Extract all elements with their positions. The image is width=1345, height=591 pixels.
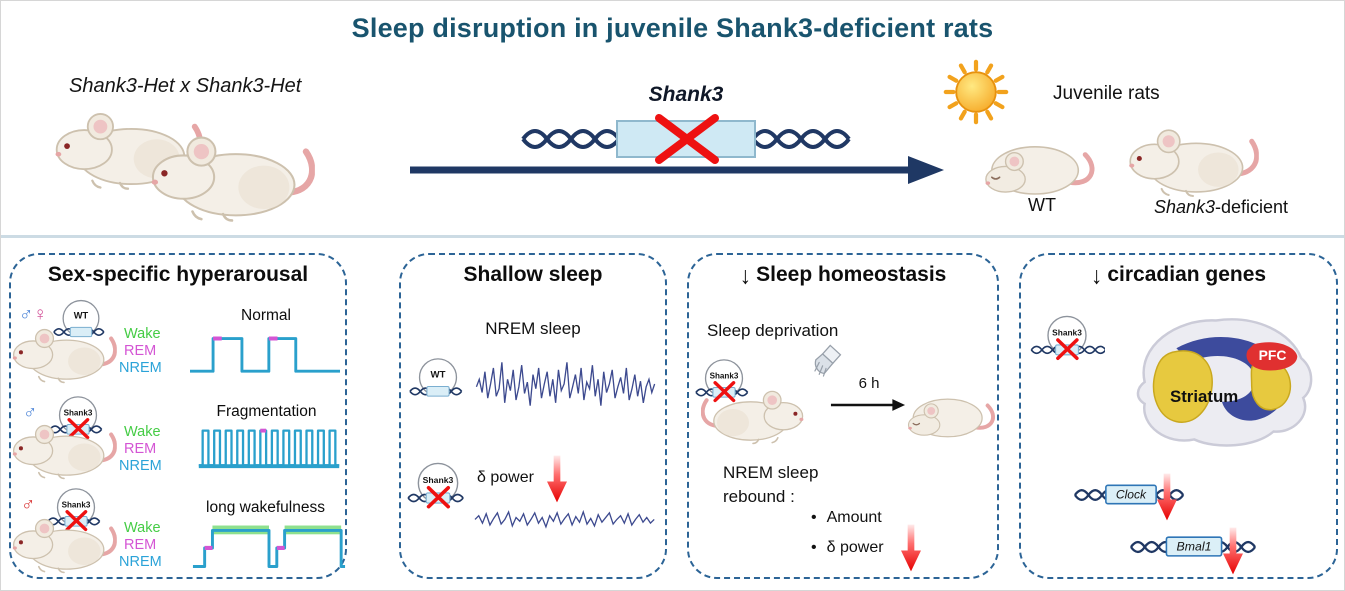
shank3-gene-label: Shank3	[648, 83, 724, 106]
red-x-icon	[426, 485, 451, 509]
red-x-icon	[655, 114, 719, 164]
sun-icon	[943, 59, 1009, 125]
svg-text:Shank3: Shank3	[62, 500, 91, 509]
trace-label-normal: Normal	[241, 307, 291, 324]
panel2-title: Shallow sleep	[463, 263, 603, 286]
parent-rat-2	[149, 121, 315, 223]
sleep-deprivation-label: Sleep deprivation	[707, 321, 839, 340]
panel4-title: ↓ circadian genes	[1090, 260, 1267, 289]
deficient-gene-part: Shank3	[1153, 197, 1215, 217]
duration-label: 6 h	[858, 375, 880, 392]
bmal1-gene-dna: Bmal1	[1130, 536, 1257, 557]
svg-text:WT: WT	[74, 310, 89, 320]
nrem-sleep-label: NREM sleep	[485, 319, 581, 338]
delta-power-label: δ power	[477, 469, 534, 486]
breeding-cross-label: Shank3-Het x Shank3-Het	[69, 75, 302, 97]
eeg-trace-wt	[475, 362, 656, 406]
eeg-trace-shank3	[474, 509, 655, 529]
male-symbol-red: ♂	[21, 494, 36, 515]
breeding-arrow	[410, 156, 944, 184]
shank3-badge-crossed: Shank3	[47, 488, 101, 532]
down-arrow-icon: ↓	[1090, 260, 1103, 289]
deprivation-arrow	[830, 399, 906, 411]
hypnogram-fragmentation	[198, 428, 340, 469]
striatum-region-left	[1152, 350, 1213, 423]
brain-illustration: PFC Striatum	[1136, 318, 1313, 447]
female-symbol: ♀	[33, 304, 48, 325]
shank3-badge-crossed: Shank3	[49, 396, 103, 440]
legend-wake: Wake	[124, 520, 161, 536]
svg-text:Shank3: Shank3	[423, 475, 454, 485]
red-x-icon	[1056, 338, 1079, 360]
male-symbol: ♂	[23, 402, 38, 423]
legend-rem: REM	[124, 537, 157, 553]
decrease-arrow-icon	[1223, 523, 1243, 579]
legend-rem: REM	[124, 343, 157, 359]
male-symbol: ♂	[19, 304, 34, 325]
panel-sleep-homeostasis: ↓ Sleep homeostasis Sleep deprivation Sh…	[687, 253, 999, 579]
svg-text:Shank3: Shank3	[1052, 327, 1082, 337]
brush-icon	[814, 344, 842, 377]
sleeping-rat-illustration	[903, 385, 997, 440]
svg-text:Shank3: Shank3	[710, 371, 739, 380]
wt-badge: WT	[53, 299, 105, 338]
dna-knockout-graphic	[521, 114, 851, 164]
clock-label: Clock	[1116, 487, 1147, 501]
red-x-icon	[713, 381, 736, 403]
bmal1-label: Bmal1	[1177, 539, 1212, 553]
rat-illustration	[11, 509, 117, 574]
page-title: Sleep disruption in juvenile Shank3-defi…	[351, 13, 994, 43]
decrease-arrow-icon	[1157, 471, 1177, 523]
panel1-title: Sex-specific hyperarousal	[47, 263, 309, 286]
shank3-badge-crossed: Shank3	[407, 462, 464, 509]
shank3-badge-crossed: Shank3	[1030, 315, 1105, 360]
deficient-juvenile-rat	[1127, 117, 1259, 198]
legend-rem: REM	[124, 441, 157, 457]
wt-juvenile-rat	[979, 129, 1097, 198]
red-x-icon	[67, 418, 90, 440]
down-arrow-icon: ↓	[739, 260, 752, 289]
pfc-label: PFC	[1259, 347, 1287, 363]
rat-illustration	[701, 381, 805, 445]
hypnogram-normal	[190, 336, 340, 373]
rebound-bullet-amount: Amount	[811, 509, 882, 527]
legend-wake: Wake	[124, 424, 161, 440]
dna-helix	[521, 129, 851, 149]
shank3-deficient-label: Shank3-deficient	[1131, 197, 1311, 218]
rebound-bullet-delta-power: δ power	[811, 539, 884, 557]
rebound-label-line2: rebound :	[723, 487, 795, 506]
decrease-arrow-icon	[901, 521, 921, 575]
panel-shallow-sleep: Shallow sleep NREM sleep WT Shank3 δ pow…	[399, 253, 667, 579]
juvenile-rats-label: Juvenile rats	[1053, 83, 1160, 104]
panel3-title: ↓ Sleep homeostasis	[739, 260, 947, 289]
rat-illustration	[11, 319, 117, 384]
legend-nrem: NREM	[119, 458, 162, 474]
panel-sex-specific-hyperarousal: Sex-specific hyperarousal ♂ ♀ WT Wake RE…	[9, 253, 347, 579]
shank3-badge-crossed: Shank3	[695, 359, 749, 403]
rebound-label-line1: NREM sleep	[723, 463, 819, 482]
wt-label: WT	[1028, 195, 1056, 215]
svg-text:Shank3: Shank3	[64, 408, 93, 417]
trace-label-long-wakefulness: long wakefulness	[206, 499, 325, 516]
rat-illustration	[11, 415, 117, 480]
section-divider	[1, 235, 1344, 238]
striatum-label: Striatum	[1170, 387, 1238, 406]
hypnogram-long-wakefulness	[192, 525, 346, 568]
legend-wake: Wake	[124, 326, 161, 342]
panel-circadian-genes: ↓ circadian genes Shank3 PFC Striatum Cl…	[1019, 253, 1338, 579]
wt-badge: WT	[409, 358, 463, 397]
red-x-icon	[65, 510, 88, 532]
trace-label-fragmentation: Fragmentation	[216, 403, 317, 420]
legend-nrem: NREM	[119, 360, 162, 376]
pfc-region	[1246, 342, 1298, 371]
deficient-suffix-part: -deficient	[1215, 197, 1289, 217]
svg-text:WT: WT	[431, 369, 446, 380]
legend-nrem: NREM	[119, 554, 162, 570]
